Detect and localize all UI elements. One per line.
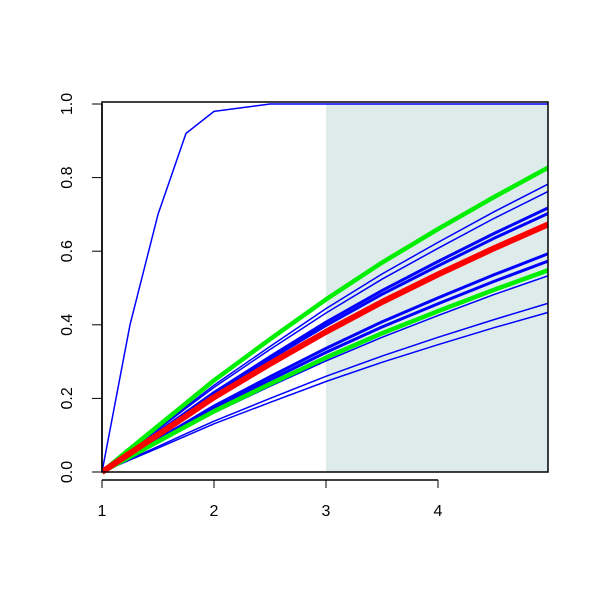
y-tick-label: 0.0 bbox=[59, 461, 76, 483]
x-tick-label: 2 bbox=[210, 503, 219, 520]
series-line bbox=[102, 311, 548, 473]
y-tick-label: 0.8 bbox=[59, 166, 76, 188]
y-tick-label: 0.4 bbox=[59, 314, 76, 336]
series-line bbox=[102, 302, 548, 473]
series-line bbox=[102, 267, 548, 474]
series-line bbox=[102, 165, 548, 474]
y-tick-label: 0.2 bbox=[59, 387, 76, 409]
x-tick-label: 4 bbox=[434, 503, 443, 520]
series-line bbox=[102, 103, 548, 473]
y-tick-label: 0.6 bbox=[59, 240, 76, 262]
y-tick-label: 1.0 bbox=[59, 93, 76, 115]
series-line bbox=[102, 190, 548, 473]
x-tick-label: 3 bbox=[322, 503, 331, 520]
series-line bbox=[102, 221, 548, 475]
x-tick-label: 1 bbox=[98, 503, 107, 520]
